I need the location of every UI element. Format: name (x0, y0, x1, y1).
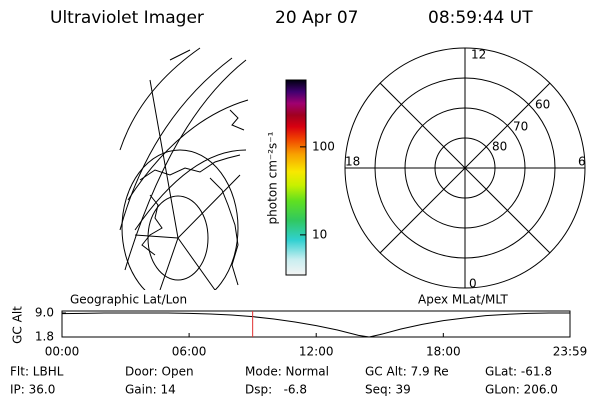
colorbar (285, 79, 307, 276)
status-field: Seq: 39 (365, 383, 411, 397)
left-panel-label: Geographic Lat/Lon (70, 293, 187, 307)
polar-plot (344, 47, 586, 289)
mlt-label: 12 (471, 48, 486, 62)
geo-map (119, 47, 249, 290)
title: Ultraviolet Imager (50, 8, 204, 28)
y-tick-label: 9.0 (35, 306, 54, 320)
colorbar-tick-label: 100 (312, 139, 335, 153)
mlat-label: 60 (535, 98, 550, 112)
mlt-label: 18 (345, 155, 360, 169)
x-tick-label: 18:00 (426, 345, 461, 359)
status-field: GC Alt: 7.9 Re (365, 365, 449, 379)
mlat-label: 70 (513, 120, 528, 134)
x-tick-label: 23:59 (553, 345, 588, 359)
mlt-label: 0 (469, 277, 477, 291)
colorbar-label: photon cm⁻²s⁻¹ (266, 131, 280, 224)
colorbar-tick-label: 10 (312, 227, 327, 241)
time: 08:59:44 UT (428, 8, 533, 28)
y-axis-label: GC Alt (11, 306, 25, 344)
status-field: GLon: 206.0 (485, 383, 558, 397)
status-field: GLat: -61.8 (485, 365, 552, 379)
status-field: Gain: 14 (125, 383, 176, 397)
y-tick-label: 1.8 (35, 330, 54, 344)
status-field: IP: 36.0 (10, 383, 55, 397)
date: 20 Apr 07 (275, 8, 358, 28)
status-field: Mode: Normal (245, 365, 329, 379)
mlt-label: 6 (578, 155, 586, 169)
status-field: Dsp: -6.8 (245, 383, 307, 397)
status-field: Flt: LBHL (10, 365, 64, 379)
right-panel-label: Apex MLat/MLT (418, 293, 508, 307)
mlat-label: 80 (492, 140, 507, 154)
x-tick-label: 00:00 (45, 345, 80, 359)
x-tick-label: 06:00 (172, 345, 207, 359)
altitude-line (61, 312, 571, 338)
x-tick-label: 12:00 (299, 345, 334, 359)
status-field: Door: Open (125, 365, 194, 379)
